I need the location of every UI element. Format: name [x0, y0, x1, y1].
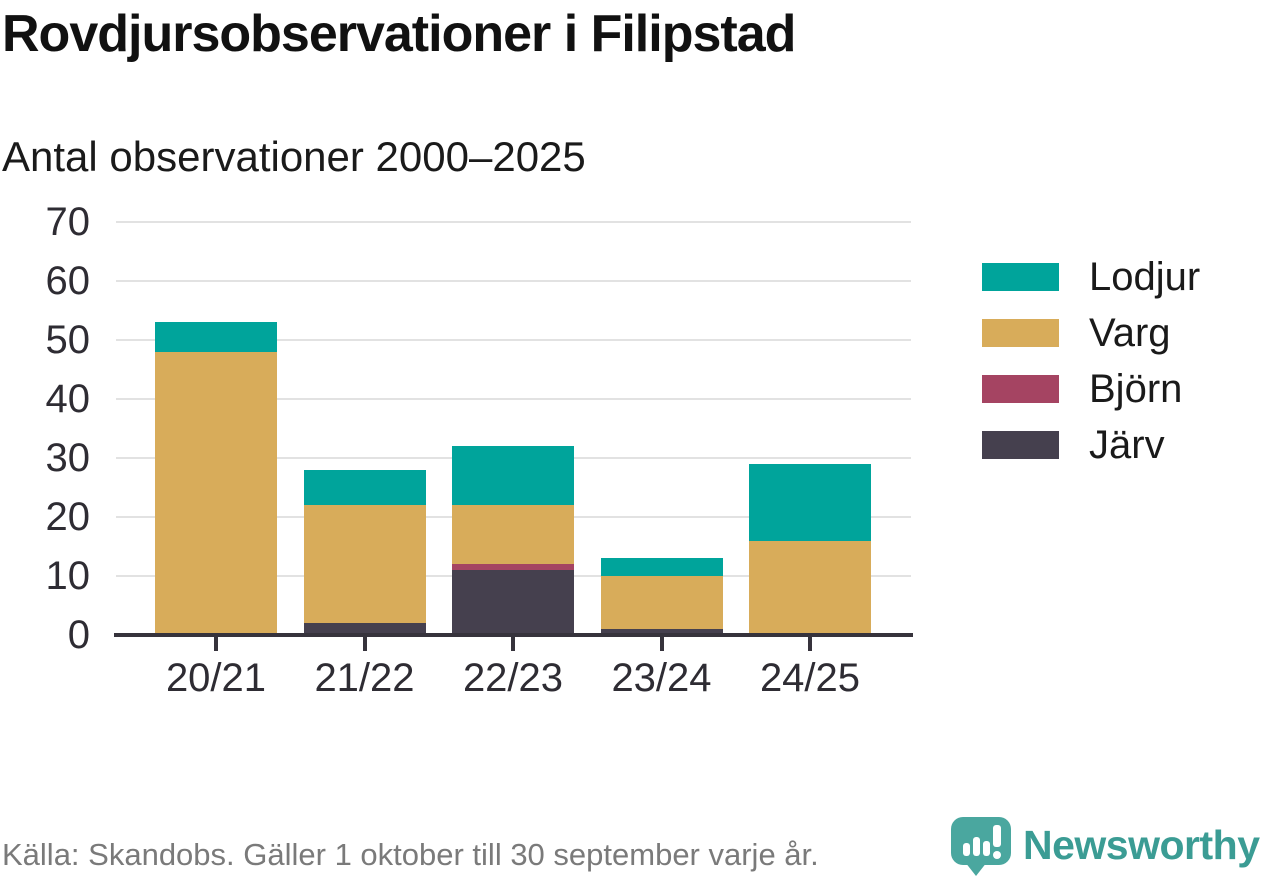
x-axis-category-label: 22/23 [462, 656, 564, 700]
bar-segment-varg [155, 351, 277, 635]
y-axis-tick-label: 20 [45, 495, 91, 539]
bar-segment-järv [600, 629, 723, 635]
bar-segment-varg [452, 505, 574, 565]
y-axis-tick-label: 50 [45, 318, 91, 362]
bar-segment-varg [600, 576, 723, 630]
brand-name: Newsworthy [1023, 822, 1260, 868]
gridline [116, 280, 911, 282]
legend-item: Lodjur [982, 255, 1200, 299]
legend-item: Järv [982, 423, 1200, 467]
x-axis-category-label: 21/22 [314, 656, 415, 700]
legend-label: Lodjur [1089, 254, 1201, 299]
x-axis-tick [659, 637, 664, 651]
x-axis-tick [511, 637, 515, 651]
legend-swatch-lodjur [982, 263, 1059, 291]
source-note: Källa: Skandobs. Gäller 1 oktober till 3… [2, 837, 819, 872]
legend-label: Björn [1089, 366, 1183, 411]
legend-swatch-varg [982, 319, 1059, 347]
legend-item: Varg [982, 311, 1200, 355]
bar-segment-lodjur [452, 446, 574, 506]
x-axis-category-label: 20/21 [165, 656, 267, 700]
logo-exclamation-dot-icon [993, 851, 1001, 859]
y-axis-tick-label: 0 [67, 613, 90, 657]
logo-bar-chart-icon [963, 843, 970, 856]
x-axis-category-label: 23/24 [611, 656, 712, 700]
x-axis-tick [808, 637, 812, 651]
gridline [116, 398, 911, 400]
logo-bar-chart-icon [983, 841, 990, 856]
bar-segment-björn [452, 564, 574, 571]
chart-subtitle: Antal observationer 2000–2025 [2, 133, 586, 180]
bar-segment-lodjur [303, 469, 426, 506]
y-axis-tick-label: 60 [45, 259, 91, 303]
y-axis-tick-label: 30 [45, 436, 91, 480]
newsworthy-logo-icon [951, 817, 1013, 878]
chart-legend: Lodjur Varg Björn Järv [982, 255, 1200, 487]
x-axis-category-label: 24/25 [759, 656, 861, 700]
x-axis-tick [362, 637, 367, 651]
x-axis-line [114, 633, 913, 637]
bar-segment-varg [749, 540, 871, 635]
gridline [116, 339, 911, 341]
logo-bar-chart-icon [973, 837, 980, 856]
y-axis-tick-label: 40 [45, 377, 91, 421]
legend-label: Järv [1089, 422, 1165, 467]
page-title: Rovdjursobservationer i Filipstad [2, 5, 796, 63]
bar-segment-järv [303, 623, 426, 635]
bar-segment-lodjur [749, 463, 871, 541]
legend-swatch-järv [982, 431, 1059, 459]
legend-label: Varg [1089, 310, 1171, 355]
legend-item: Björn [982, 367, 1200, 411]
y-axis-tick-label: 10 [45, 554, 91, 598]
legend-swatch-björn [982, 375, 1059, 403]
gridline [116, 221, 911, 223]
logo-bubble-tail [965, 862, 987, 876]
bar-segment-varg [303, 505, 426, 624]
bar-segment-lodjur [600, 558, 723, 576]
logo-speech-bubble [951, 817, 1011, 865]
bar-segment-lodjur [155, 322, 277, 352]
bar-segment-järv [452, 570, 574, 635]
y-axis-tick-label: 70 [45, 200, 91, 244]
logo-exclamation-icon [993, 825, 1001, 847]
x-axis-tick [214, 637, 218, 651]
